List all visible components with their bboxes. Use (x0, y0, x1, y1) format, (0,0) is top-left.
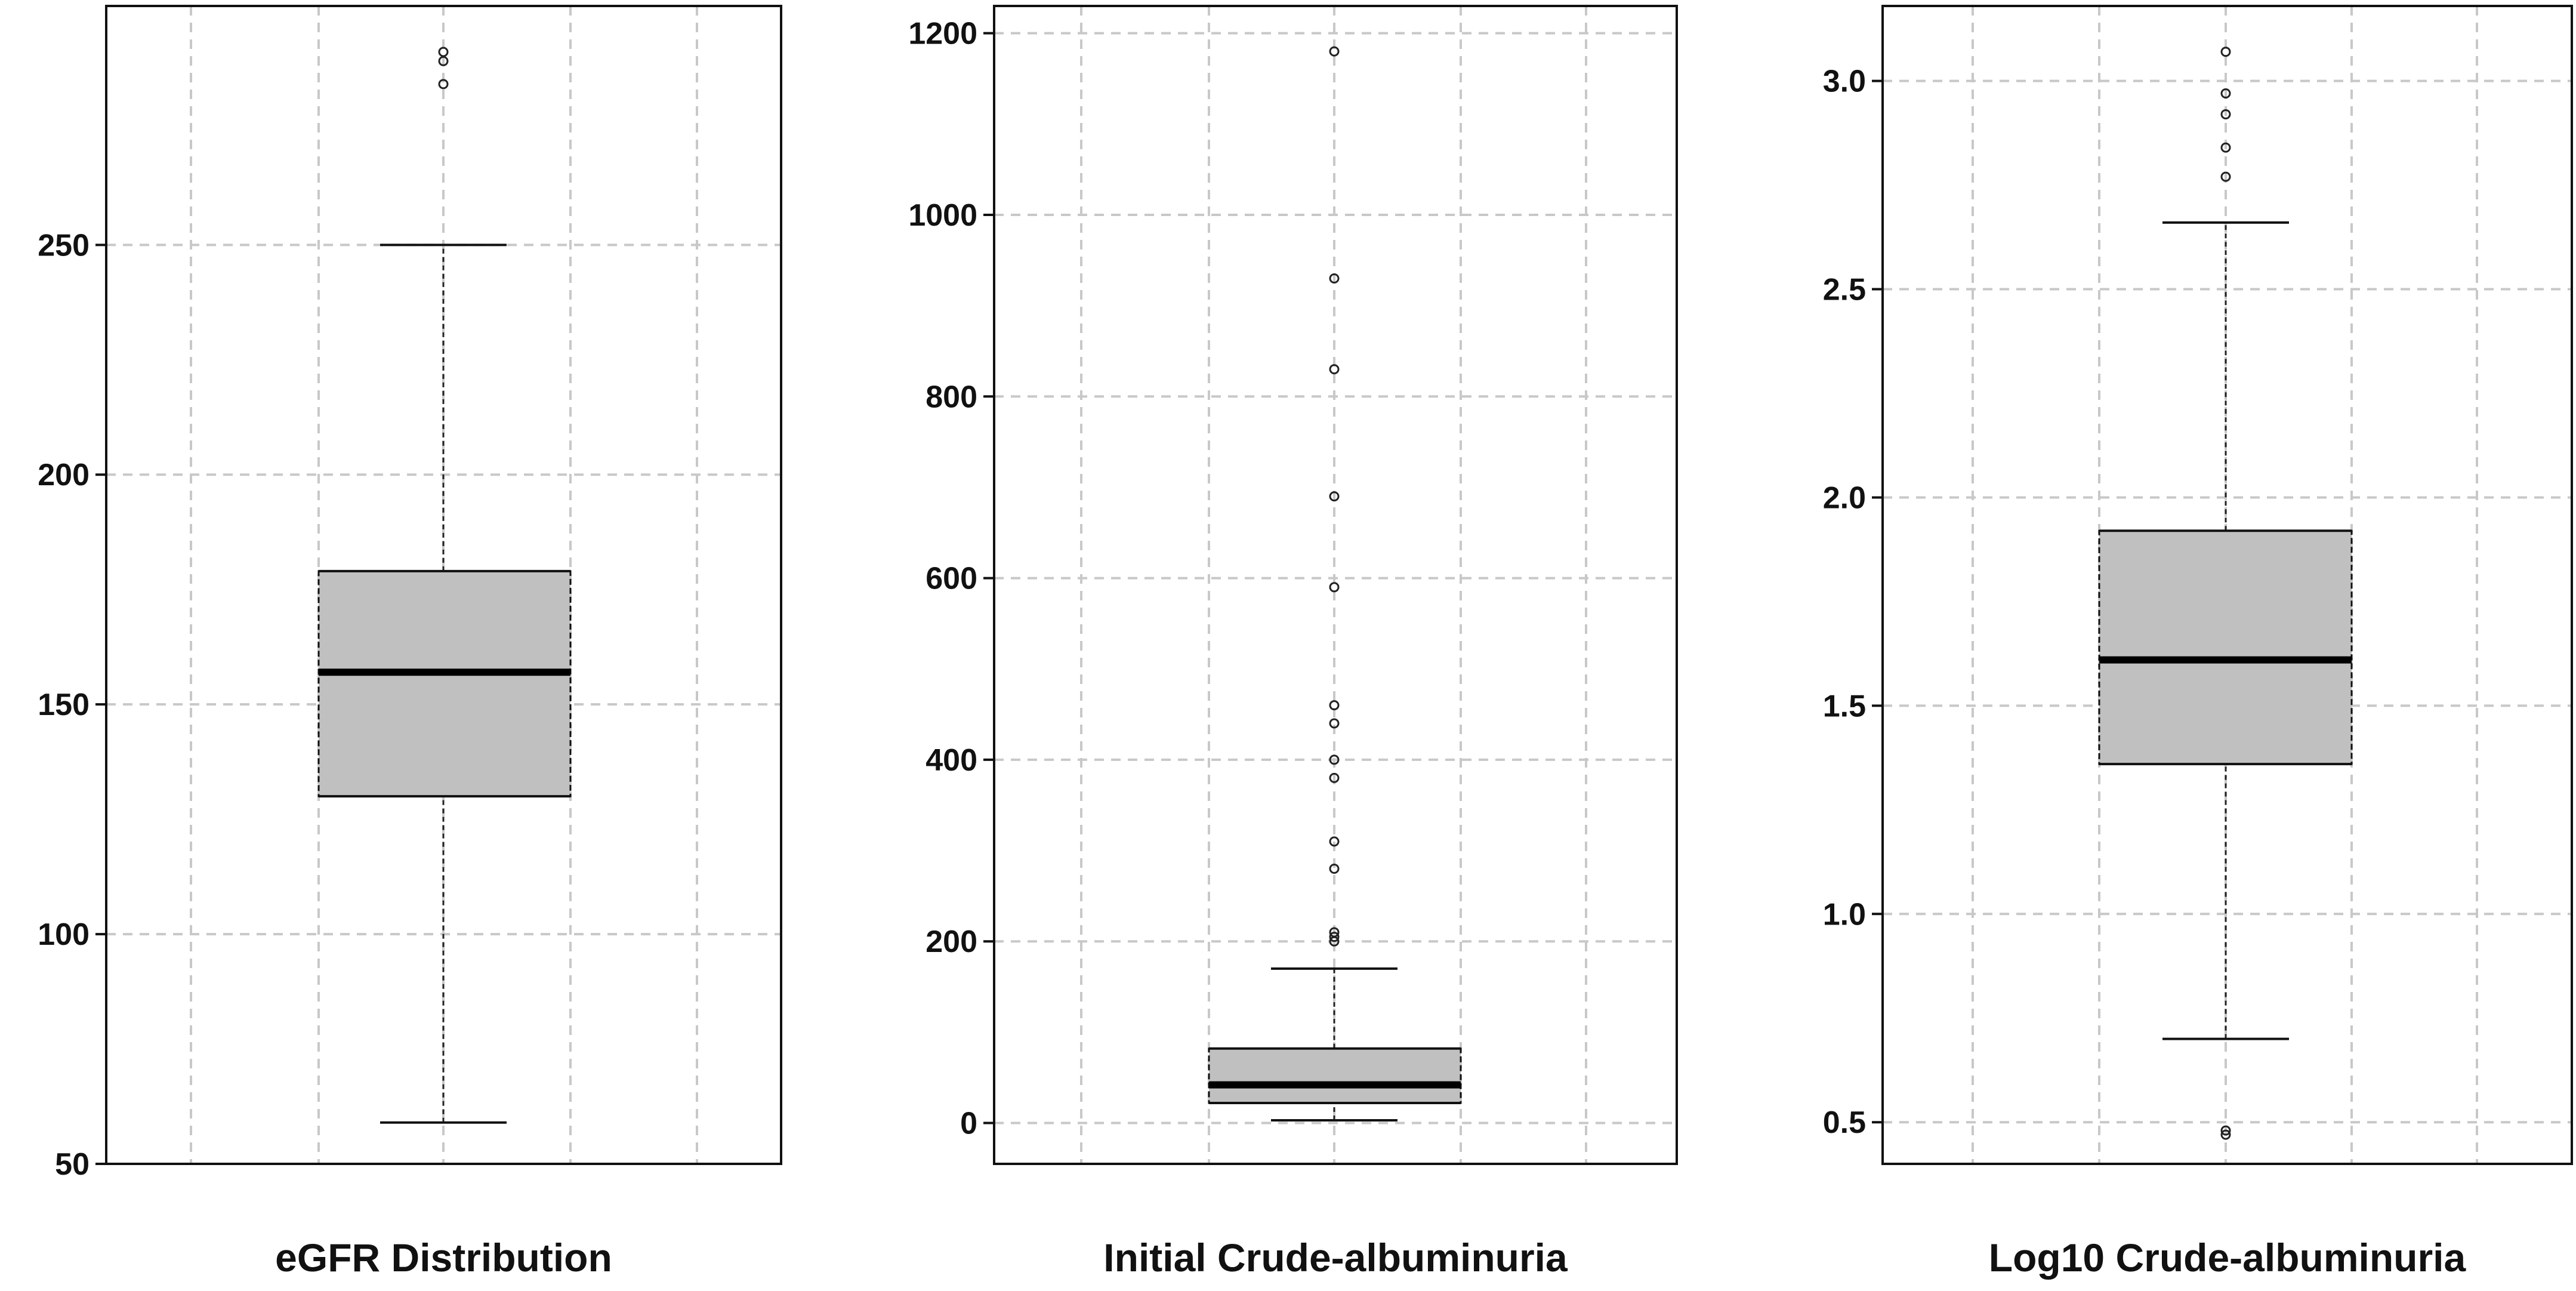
y-tick-label: 800 (925, 380, 977, 414)
outlier-point (1329, 754, 1340, 765)
panel-xlabel: eGFR Distribution (275, 1235, 612, 1280)
y-tick-label: 400 (925, 743, 977, 778)
outlier-point (1329, 718, 1340, 729)
outlier-point (2220, 142, 2231, 153)
outlier-point (2220, 88, 2231, 99)
plot-frame (993, 5, 1678, 1165)
y-tick-label: 1.5 (1823, 689, 1866, 723)
outlier-point (1329, 836, 1340, 847)
plot-frame (105, 5, 782, 1165)
outlier-point (438, 79, 449, 90)
y-tick-label: 200 (925, 925, 977, 959)
y-tick-label: 200 (38, 458, 90, 492)
outlier-point (1329, 932, 1340, 942)
y-tick-label: 600 (925, 562, 977, 596)
y-tick-label: 150 (38, 688, 90, 722)
outlier-point (1329, 364, 1340, 375)
y-tick-label: 2.0 (1823, 480, 1866, 515)
outlier-point (2220, 47, 2231, 57)
outlier-point (1329, 772, 1340, 783)
outlier-point (1329, 700, 1340, 711)
boxplot-panel-2: 0 200 400 600 800 1000 1200 Initial Crude-album… (908, 5, 1678, 1280)
boxplot-panel-1: 50 100 150 200 250 eGFR Distribution (38, 5, 782, 1280)
outlier-point (1329, 46, 1340, 57)
boxplot-panel-3: 0.5 1.0 1.5 2.0 2.5 3.0 Log10 Crude-albuminuri… (1823, 5, 2573, 1280)
y-tick-label: 1200 (908, 17, 977, 51)
outlier-point (1329, 491, 1340, 502)
outlier-point (2220, 1129, 2231, 1140)
box-iqr (1208, 1047, 1462, 1104)
outlier-point (1329, 582, 1340, 593)
outlier-point (2220, 1125, 2231, 1136)
outlier-point (2220, 171, 2231, 182)
y-tick-label: 3.0 (1823, 64, 1866, 99)
box-iqr (317, 570, 572, 797)
y-tick-label: 1.0 (1823, 897, 1866, 932)
outlier-point (438, 47, 449, 57)
outlier-point (1329, 273, 1340, 284)
panel-xlabel: Initial Crude-albuminuria (1103, 1235, 1568, 1280)
panel-xlabel: Log10 Crude-albuminuria (1989, 1235, 2467, 1280)
outlier-point (1329, 927, 1340, 938)
outlier-point (2220, 109, 2231, 119)
y-tick-label: 250 (38, 228, 90, 263)
y-tick-label: 50 (55, 1147, 90, 1182)
plot-frame (1881, 5, 2573, 1165)
outlier-point (1329, 863, 1340, 874)
y-tick-label: 0.5 (1823, 1105, 1866, 1140)
y-tick-label: 2.5 (1823, 273, 1866, 307)
y-tick-label: 1000 (908, 198, 977, 233)
y-tick-label: 100 (38, 917, 90, 952)
box-iqr (2098, 529, 2353, 765)
y-tick-label: 0 (960, 1107, 977, 1141)
